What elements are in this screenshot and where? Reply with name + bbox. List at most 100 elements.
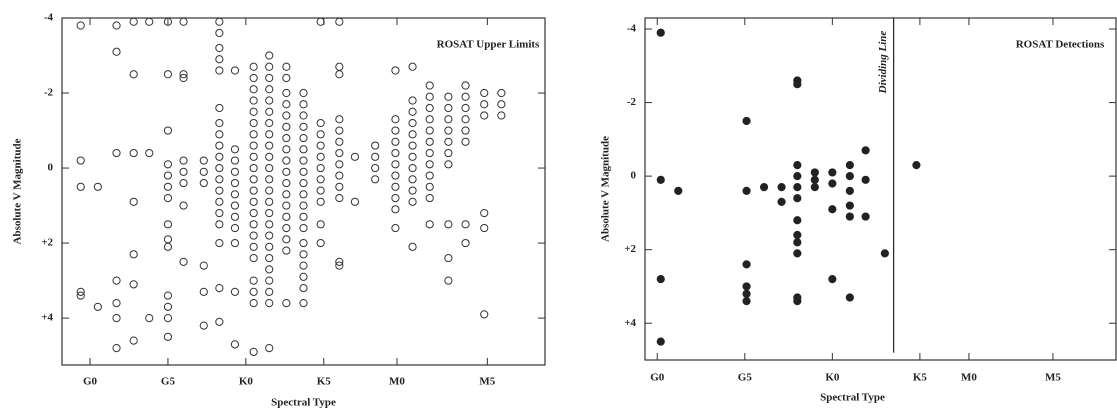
data-point [282, 167, 291, 176]
data-point [299, 178, 308, 188]
data-point [249, 197, 258, 206]
data-point [425, 126, 434, 135]
data-point [179, 178, 188, 188]
data-point [299, 111, 308, 120]
data-point [861, 212, 870, 221]
data-point [249, 175, 258, 184]
data-point [249, 208, 258, 218]
data-point [112, 344, 121, 353]
data-point [461, 81, 470, 90]
data-point [282, 62, 291, 71]
x-axis-title: Spectral Type [820, 392, 885, 404]
data-point [282, 246, 291, 255]
data-point [391, 137, 400, 146]
data-point [265, 197, 274, 206]
data-point [742, 186, 751, 195]
data-point [408, 175, 417, 184]
data-point [145, 17, 154, 26]
data-point [425, 81, 434, 90]
data-point [316, 163, 325, 173]
data-point [444, 220, 453, 229]
data-point [265, 118, 274, 128]
data-point [828, 274, 837, 284]
data-point [179, 201, 188, 210]
data-point [350, 197, 360, 206]
data-point [215, 186, 224, 195]
data-point [129, 336, 138, 345]
data-point [249, 163, 258, 173]
data-point [408, 118, 417, 128]
y-tick-label: +4 [624, 317, 636, 329]
data-point [480, 208, 489, 218]
data-point [461, 238, 470, 248]
data-point [793, 249, 802, 258]
data-point [316, 197, 325, 206]
data-point [828, 179, 837, 188]
data-point [742, 289, 751, 298]
data-point [129, 17, 138, 26]
data-point [497, 100, 506, 109]
data-point [444, 92, 453, 101]
data-point [265, 51, 274, 60]
data-point [249, 347, 258, 356]
data-point [391, 193, 400, 203]
data-point [793, 183, 802, 192]
y-tick-label: +2 [41, 237, 53, 249]
data-point [215, 118, 224, 128]
data-point [299, 299, 308, 308]
data-point [335, 126, 344, 135]
x-tick-label: G0 [83, 376, 98, 388]
data-point [249, 96, 258, 105]
data-point [793, 297, 802, 306]
data-point [845, 201, 854, 210]
data-point [371, 141, 380, 150]
data-point [316, 175, 325, 184]
data-point [215, 163, 224, 173]
data-point [215, 152, 224, 161]
data-point [163, 235, 173, 244]
data-point [249, 130, 258, 139]
data-point [299, 283, 308, 293]
data-point [425, 160, 434, 169]
data-point [299, 223, 308, 233]
data-point [299, 100, 308, 109]
data-point [282, 235, 291, 244]
data-point [282, 299, 291, 308]
data-point [810, 168, 819, 177]
data-point [299, 201, 308, 210]
data-point [129, 250, 138, 259]
data-point [408, 197, 417, 206]
data-point [316, 130, 325, 139]
data-point [335, 182, 344, 191]
data-point [230, 190, 240, 199]
plot-frame [61, 17, 546, 366]
data-point [316, 17, 325, 26]
data-point [316, 118, 325, 128]
data-point [249, 287, 258, 296]
data-point [215, 130, 224, 139]
data-point [282, 111, 291, 120]
y-axis-title: Absolute V Magnitude [600, 136, 612, 242]
data-point [265, 130, 274, 139]
data-point [249, 253, 258, 263]
data-point [299, 212, 308, 221]
data-point [249, 107, 258, 116]
data-point [230, 167, 240, 176]
data-point [163, 17, 173, 26]
data-point [759, 183, 769, 192]
x-tick-label: M5 [479, 376, 495, 388]
data-point [335, 257, 344, 266]
data-point [408, 152, 417, 161]
y-axis-title: Absolute V Magnitude [12, 138, 24, 244]
data-point [129, 148, 138, 158]
data-point [845, 160, 854, 170]
data-point [444, 103, 453, 113]
data-point [230, 66, 240, 75]
data-point [249, 118, 258, 128]
data-point [480, 100, 489, 109]
data-point [163, 70, 173, 79]
data-point [810, 183, 819, 192]
data-point [265, 85, 274, 94]
data-point [282, 88, 291, 98]
